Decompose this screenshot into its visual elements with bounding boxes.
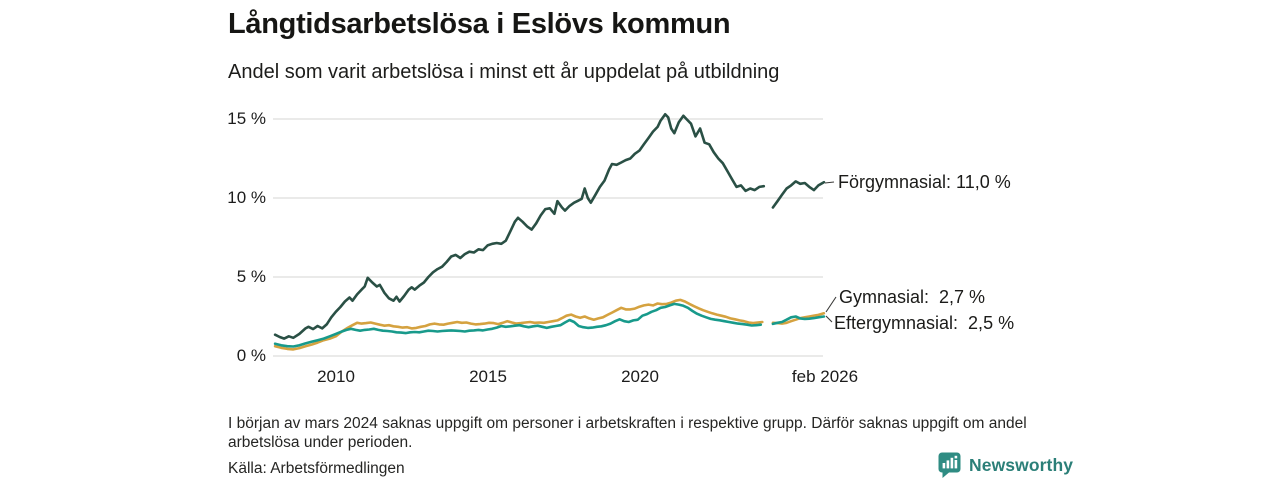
leader-line-gymnasial [825,296,837,313]
leader-line-eftergymnasial [825,315,833,323]
leader-line-forgymnasial [824,181,835,184]
label-leader-lines [824,181,837,323]
series-line-förgymnasial [771,180,826,209]
newsworthy-chart-bubble-icon [938,452,961,478]
y-tick-15: 15 % [227,109,266,128]
x-tick-feb2026: feb 2026 [791,367,859,386]
y-tick-5: 5 % [236,267,266,286]
series-line-gymnasial [273,298,764,351]
y-tick-0: 0 % [236,346,266,365]
series-label-gymnasial: Gymnasial: 2,7 % [839,287,986,307]
footnote-text: I början av mars 2024 saknas uppgift om … [228,415,1027,451]
brand-logo: Newsworthy [938,452,1073,479]
brand-name: Newsworthy [969,455,1074,475]
series-line-förgymnasial [273,113,766,340]
x-tick-2010: 2010 [317,367,355,386]
series-label-forgymnasial: Förgymnasial: 11,0 % [838,172,1011,192]
gridlines [273,118,823,357]
series-label-eftergymnasial: Eftergymnasial: 2,5 % [834,313,1015,333]
chart-title: Långtidsarbetslösa i Eslövs kommun [228,8,731,40]
x-tick-2020: 2020 [621,367,659,386]
series-lines [273,113,826,351]
chart-subtitle: Andel som varit arbetslösa i minst ett å… [228,61,780,83]
series-line-eftergymnasial [273,302,763,348]
series-line-gymnasial [771,312,826,325]
x-tick-2015: 2015 [469,367,507,386]
source-text: Källa: Arbetsförmedlingen [228,460,405,477]
y-tick-10: 10 % [227,188,266,207]
series-line-eftergymnasial [771,315,826,326]
